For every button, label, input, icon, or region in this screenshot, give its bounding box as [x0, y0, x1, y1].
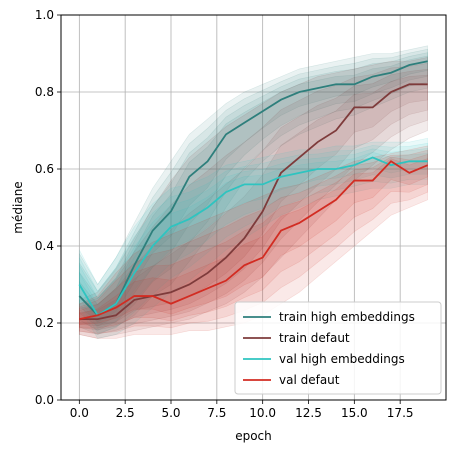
- confidence-band: [79, 137, 428, 339]
- confidence-band: [79, 48, 428, 331]
- x-tick-label: 5.0: [161, 406, 180, 420]
- y-tick-label: 0.2: [35, 316, 54, 330]
- series-lines: [78, 60, 429, 321]
- legend-label: val defaut: [279, 373, 340, 387]
- x-tick-label: 15.0: [341, 406, 368, 420]
- x-axis-label: epoch: [235, 429, 272, 443]
- y-tick-label: 1.0: [35, 8, 54, 22]
- y-tick-label: 0.8: [35, 85, 54, 99]
- y-tick-label: 0.6: [35, 162, 54, 176]
- series-line: [78, 60, 428, 317]
- series-line: [78, 156, 428, 317]
- x-tick-label: 12.5: [295, 406, 322, 420]
- confidence-bands: [79, 45, 428, 339]
- y-tick-label: 0.4: [35, 239, 54, 253]
- series-line: [79, 83, 428, 321]
- x-tick-label: 0.0: [70, 406, 89, 420]
- legend-label: train defaut: [279, 331, 350, 345]
- x-tick-label: 7.5: [207, 406, 226, 420]
- confidence-band: [79, 62, 428, 335]
- series-line: [79, 160, 429, 321]
- x-tick-label: 10.0: [249, 406, 276, 420]
- confidence-band: [79, 153, 428, 329]
- x-tick-label: 2.5: [116, 406, 135, 420]
- y-axis-label: médiane: [11, 181, 25, 233]
- legend-label: train high embeddings: [279, 310, 415, 324]
- confidence-band: [79, 68, 428, 331]
- confidence-band: [79, 158, 428, 325]
- axis-ticks: 0.0 2.5 5.0 7.5 10.0 12.5 15.0 17.5 0.0 0.2 0.4 0.6…: [35, 8, 414, 420]
- legend-box: [234, 301, 442, 395]
- confidence-band: [79, 55, 428, 323]
- legend: train high embeddings train defaut val hig…: [234, 301, 442, 395]
- legend-label: val high embeddings: [279, 352, 405, 366]
- confidence-band: [79, 45, 428, 335]
- x-tick-label: 17.5: [387, 406, 414, 420]
- confidence-band: [79, 52, 428, 327]
- y-tick-label: 0.0: [35, 393, 54, 407]
- plot-frame: [60, 14, 447, 401]
- confidence-band: [79, 56, 428, 339]
